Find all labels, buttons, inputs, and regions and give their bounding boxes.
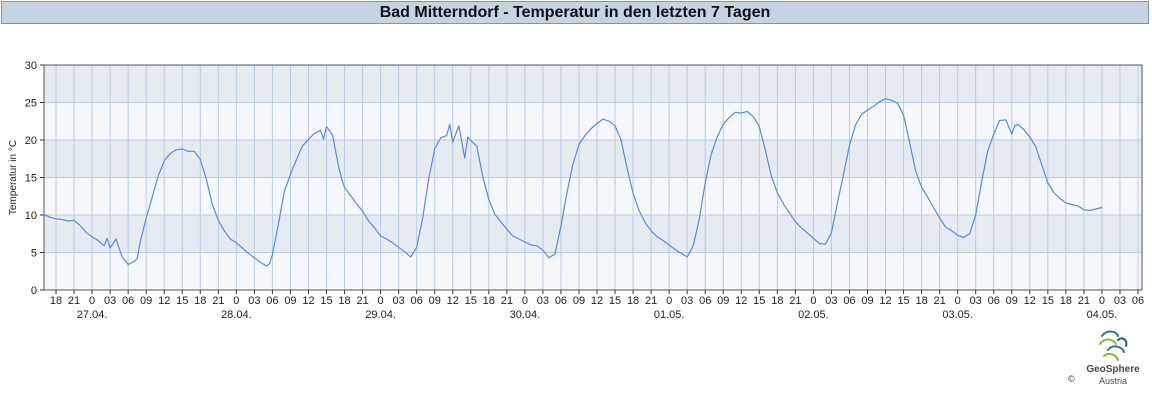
x-tick-label: 15 — [609, 295, 621, 307]
x-tick-label: 0 — [522, 295, 528, 307]
chart-title: Bad Mitterndorf - Temperatur in den letz… — [379, 3, 771, 21]
x-tick-label: 21 — [501, 295, 513, 307]
x-tick-label: 12 — [735, 295, 747, 307]
x-tick-label: 03 — [1114, 295, 1126, 307]
x-tick-label: 0 — [233, 295, 239, 307]
x-tick-label: 18 — [1060, 295, 1072, 307]
x-tick-label: 03 — [537, 295, 549, 307]
plot-band — [44, 215, 1142, 253]
x-tick-label: 15 — [465, 295, 477, 307]
x-tick-label: 0 — [1099, 295, 1105, 307]
chart-title-bar: Bad Mitterndorf - Temperatur in den letz… — [1, 1, 1149, 24]
x-tick-label: 15 — [897, 295, 909, 307]
x-tick-label: 0 — [89, 295, 95, 307]
x-tick-label: 12 — [302, 295, 314, 307]
x-tick-label: 18 — [338, 295, 350, 307]
y-tick-label: 25 — [25, 98, 37, 110]
x-date-label: 03.05. — [942, 309, 973, 321]
x-tick-label: 21 — [68, 295, 80, 307]
x-tick-label: 06 — [122, 295, 134, 307]
x-tick-label: 03 — [681, 295, 693, 307]
x-tick-label: 09 — [573, 295, 585, 307]
y-tick-label: 15 — [25, 173, 37, 185]
y-tick-label: 0 — [31, 285, 37, 297]
x-tick-label: 15 — [320, 295, 332, 307]
x-tick-label: 09 — [140, 295, 152, 307]
x-tick-label: 09 — [861, 295, 873, 307]
x-tick-label: 21 — [934, 295, 946, 307]
x-tick-label: 0 — [666, 295, 672, 307]
x-tick-label: 06 — [1132, 295, 1144, 307]
logo-copyright: © — [1068, 374, 1075, 384]
x-tick-label: 03 — [104, 295, 116, 307]
x-tick-label: 09 — [717, 295, 729, 307]
x-date-label: 30.04. — [510, 309, 541, 321]
x-date-label: 02.05. — [798, 309, 829, 321]
x-tick-label: 21 — [1078, 295, 1090, 307]
x-tick-label: 06 — [699, 295, 711, 307]
x-tick-label: 0 — [810, 295, 816, 307]
x-tick-label: 06 — [988, 295, 1000, 307]
x-tick-label: 21 — [645, 295, 657, 307]
x-tick-label: 18 — [194, 295, 206, 307]
x-tick-label: 12 — [879, 295, 891, 307]
x-tick-label: 0 — [378, 295, 384, 307]
y-tick-label: 30 — [25, 60, 37, 72]
x-tick-label: 09 — [1006, 295, 1018, 307]
x-tick-label: 09 — [429, 295, 441, 307]
x-tick-label: 12 — [1024, 295, 1036, 307]
x-tick-label: 18 — [483, 295, 495, 307]
y-tick-label: 20 — [25, 135, 37, 147]
y-axis-label: Temperatur in °C — [8, 140, 19, 215]
x-tick-label: 15 — [753, 295, 765, 307]
x-tick-label: 06 — [555, 295, 567, 307]
plot-band — [44, 65, 1142, 103]
logo-sub: Austria — [1098, 376, 1127, 386]
x-tick-label: 06 — [843, 295, 855, 307]
x-tick-label: 0 — [955, 295, 961, 307]
x-date-label: 28.04. — [221, 309, 252, 321]
x-tick-label: 06 — [266, 295, 278, 307]
x-tick-label: 03 — [825, 295, 837, 307]
x-tick-label: 09 — [284, 295, 296, 307]
x-date-label: 27.04. — [77, 309, 108, 321]
geosphere-logo-icon — [1099, 330, 1128, 361]
x-tick-label: 21 — [356, 295, 368, 307]
plot-band — [44, 252, 1142, 290]
plot-band — [44, 177, 1142, 215]
x-tick-label: 03 — [970, 295, 982, 307]
x-date-label: 04.05. — [1087, 309, 1118, 321]
x-tick-label: 21 — [789, 295, 801, 307]
y-tick-label: 5 — [31, 248, 37, 260]
x-tick-label: 18 — [50, 295, 62, 307]
x-tick-label: 18 — [771, 295, 783, 307]
x-tick-label: 15 — [176, 295, 188, 307]
x-tick-label: 12 — [447, 295, 459, 307]
plot-band — [44, 140, 1142, 178]
x-tick-label: 18 — [915, 295, 927, 307]
logo-brand: GeoSphere — [1086, 364, 1140, 375]
x-tick-label: 03 — [393, 295, 405, 307]
x-date-label: 01.05. — [654, 309, 685, 321]
plot-band — [44, 102, 1142, 140]
x-tick-label: 12 — [158, 295, 170, 307]
x-tick-label: 12 — [591, 295, 603, 307]
geosphere-logo: © GeoSphere Austria — [1068, 326, 1148, 396]
temperature-series-line — [43, 98, 1103, 267]
x-tick-label: 03 — [248, 295, 260, 307]
y-tick-label: 10 — [25, 210, 37, 222]
x-tick-label: 15 — [1042, 295, 1054, 307]
x-tick-label: 06 — [411, 295, 423, 307]
x-tick-label: 21 — [212, 295, 224, 307]
x-tick-label: 18 — [627, 295, 639, 307]
x-date-label: 29.04. — [365, 309, 396, 321]
